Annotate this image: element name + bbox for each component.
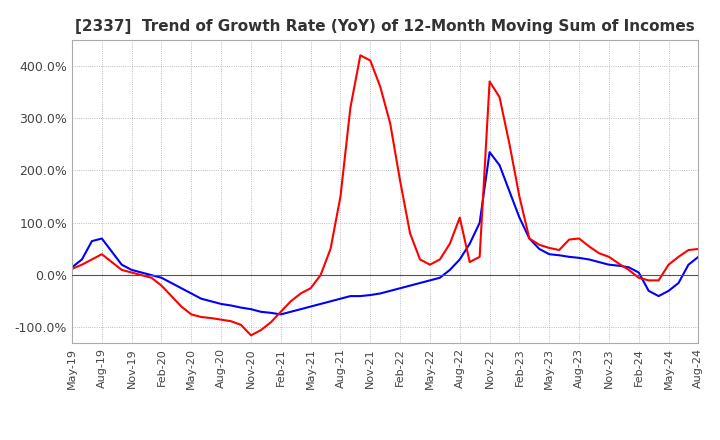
Net Income Growth Rate xyxy=(68,266,76,271)
Ordinary Income Growth Rate xyxy=(495,163,504,168)
Ordinary Income Growth Rate xyxy=(276,312,285,317)
Line: Ordinary Income Growth Rate: Ordinary Income Growth Rate xyxy=(72,152,698,315)
Net Income Growth Rate xyxy=(485,79,494,84)
Line: Net Income Growth Rate: Net Income Growth Rate xyxy=(72,55,698,335)
Net Income Growth Rate xyxy=(147,275,156,280)
Net Income Growth Rate xyxy=(247,333,256,338)
Ordinary Income Growth Rate xyxy=(485,150,494,155)
Net Income Growth Rate xyxy=(495,95,504,100)
Ordinary Income Growth Rate xyxy=(386,288,395,293)
Net Income Growth Rate xyxy=(694,246,703,252)
Net Income Growth Rate xyxy=(336,194,345,199)
Net Income Growth Rate xyxy=(356,53,364,58)
Net Income Growth Rate xyxy=(396,178,405,183)
Ordinary Income Growth Rate xyxy=(694,254,703,260)
Ordinary Income Growth Rate xyxy=(147,272,156,278)
Ordinary Income Growth Rate xyxy=(475,220,484,225)
Ordinary Income Growth Rate xyxy=(336,296,345,301)
Ordinary Income Growth Rate xyxy=(68,264,76,270)
Ordinary Income Growth Rate xyxy=(426,278,434,283)
Net Income Growth Rate xyxy=(436,257,444,262)
Title: [2337]  Trend of Growth Rate (YoY) of 12-Month Moving Sum of Incomes: [2337] Trend of Growth Rate (YoY) of 12-… xyxy=(76,19,695,34)
